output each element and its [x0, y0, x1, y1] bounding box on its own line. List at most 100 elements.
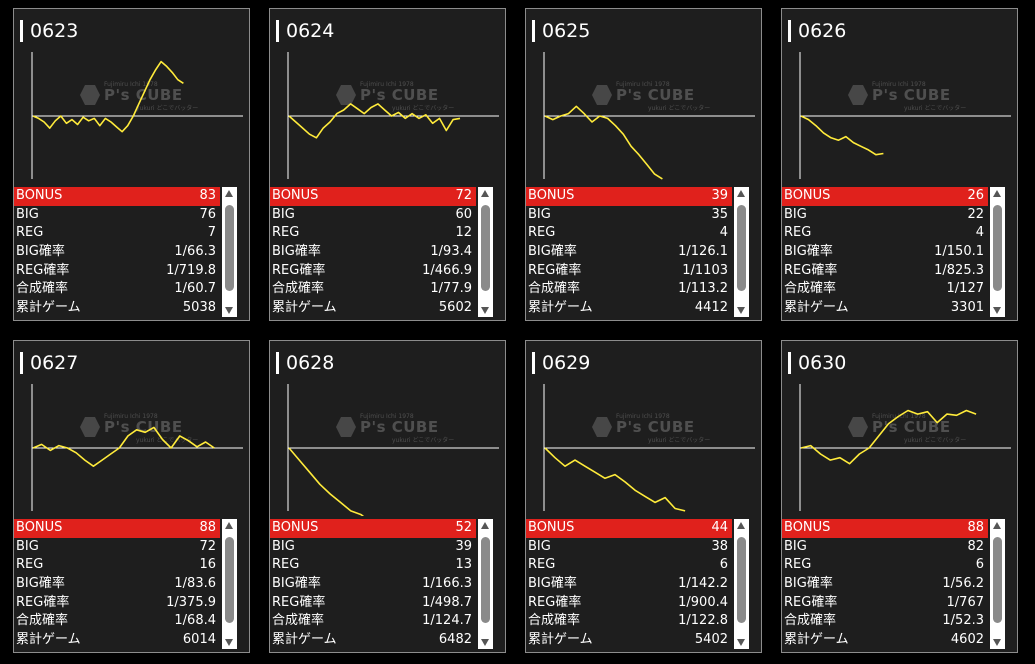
big-value: 60: [455, 206, 472, 222]
games-label: 累計ゲーム: [272, 632, 337, 648]
reg-value: 4: [719, 225, 728, 241]
stat-row-big: BIG 35: [526, 206, 732, 225]
slump-line: [800, 409, 977, 465]
total-rate-label: 合成確率: [784, 613, 837, 629]
stat-row-big: BIG 60: [270, 206, 476, 225]
scroll-up-arrow-icon[interactable]: [481, 190, 489, 197]
scroll-up-arrow-icon[interactable]: [737, 522, 745, 529]
bonus-count: 83: [199, 188, 216, 203]
scroll-down-arrow-icon[interactable]: [737, 307, 745, 314]
stat-row-big-rate: BIG確率 1/93.4: [270, 243, 476, 262]
big-rate-label: BIG確率: [528, 244, 577, 260]
reg-value: 7: [207, 225, 216, 241]
scroll-thumb[interactable]: [225, 205, 234, 291]
stats-list[interactable]: BONUS 88 BIG 72 REG 16 BIG確率 1/83.6 REG確率 1/375.9…: [14, 519, 220, 650]
machine-card: 0627 Fujimiru Ichi 1978 P's CUBE yukuri どこで…: [13, 340, 250, 653]
stats-scrollbar[interactable]: [990, 187, 1005, 317]
stats-scrollbar[interactable]: [478, 187, 493, 317]
logo-subtext: yukuri どこでバッター: [392, 437, 455, 444]
bonus-row: BONUS 72: [270, 187, 476, 206]
reg-rate-value: 1/719.8: [166, 262, 216, 278]
total-rate-label: 合成確率: [784, 281, 837, 297]
stat-row-reg-rate: REG確率 1/375.9: [14, 594, 220, 613]
reg-label: REG: [528, 557, 556, 573]
scroll-up-arrow-icon[interactable]: [225, 522, 233, 529]
slump-graph: [799, 384, 1011, 511]
total-rate-label: 合成確率: [16, 613, 69, 629]
bonus-count: 88: [967, 520, 984, 535]
stats-scrollbar[interactable]: [478, 519, 493, 649]
scroll-up-arrow-icon[interactable]: [225, 190, 233, 197]
slump-graph: [31, 52, 243, 179]
logo-subtext: yukuri どこでバッター: [392, 105, 455, 112]
stat-row-games: 累計ゲーム 5402: [526, 631, 732, 650]
scroll-down-arrow-icon[interactable]: [225, 307, 233, 314]
stat-row-reg-rate: REG確率 1/767: [782, 594, 988, 613]
scroll-thumb[interactable]: [737, 205, 746, 291]
logo-tagline: Fujimiru Ichi 1978: [360, 413, 414, 420]
scroll-thumb[interactable]: [737, 537, 746, 623]
scroll-up-arrow-icon[interactable]: [993, 190, 1001, 197]
scroll-down-arrow-icon[interactable]: [993, 307, 1001, 314]
big-rate-value: 1/93.4: [430, 244, 472, 260]
stat-row-big-rate: BIG確率 1/66.3: [14, 243, 220, 262]
games-label: 累計ゲーム: [528, 300, 593, 316]
machine-card: 0624 Fujimiru Ichi 1978 P's CUBE yukuri どこで…: [269, 8, 506, 321]
machine-number: 0630: [798, 352, 847, 374]
stat-row-total-rate: 合成確率 1/77.9: [270, 280, 476, 299]
reg-rate-label: REG確率: [528, 594, 582, 610]
stat-row-reg: REG 6: [782, 556, 988, 575]
scroll-thumb[interactable]: [481, 537, 490, 623]
slump-line: [288, 447, 365, 516]
stats-scrollbar[interactable]: [222, 187, 237, 317]
big-rate-label: BIG確率: [16, 576, 65, 592]
stats-list[interactable]: BONUS 39 BIG 35 REG 4 BIG確率 1/126.1 REG確率 1/1103 合…: [526, 187, 732, 318]
games-value: 5038: [182, 300, 216, 316]
stats-scrollbar[interactable]: [734, 187, 749, 317]
scroll-thumb[interactable]: [481, 205, 490, 291]
big-rate-value: 1/150.1: [934, 244, 984, 260]
stats-scrollbar[interactable]: [990, 519, 1005, 649]
bonus-count: 26: [967, 188, 984, 203]
scroll-up-arrow-icon[interactable]: [481, 522, 489, 529]
logo-tagline: Fujimiru Ichi 1978: [360, 81, 414, 88]
bonus-row: BONUS 88: [782, 519, 988, 538]
logo-subtext: yukuri どこでバッター: [648, 437, 711, 444]
scroll-down-arrow-icon[interactable]: [737, 639, 745, 646]
scroll-up-arrow-icon[interactable]: [993, 522, 1001, 529]
title-marker: [276, 20, 279, 42]
scroll-down-arrow-icon[interactable]: [225, 639, 233, 646]
reg-label: REG: [272, 557, 300, 573]
stats-list[interactable]: BONUS 26 BIG 22 REG 4 BIG確率 1/150.1 REG確率 1/825.3…: [782, 187, 988, 318]
scroll-down-arrow-icon[interactable]: [993, 639, 1001, 646]
stats-list[interactable]: BONUS 52 BIG 39 REG 13 BIG確率 1/166.3 REG確率 1/498.…: [270, 519, 476, 650]
machine-number: 0624: [286, 20, 335, 42]
big-rate-label: BIG確率: [272, 244, 321, 260]
scroll-thumb[interactable]: [993, 537, 1002, 623]
bonus-label: BONUS: [528, 520, 575, 535]
scroll-down-arrow-icon[interactable]: [481, 639, 489, 646]
reg-rate-label: REG確率: [528, 262, 582, 278]
stats-list[interactable]: BONUS 72 BIG 60 REG 12 BIG確率 1/93.4 REG確率 1/466.9…: [270, 187, 476, 318]
stat-row-big-rate: BIG確率 1/83.6: [14, 575, 220, 594]
scroll-down-arrow-icon[interactable]: [481, 307, 489, 314]
stat-row-big-rate: BIG確率 1/150.1: [782, 243, 988, 262]
stat-row-reg: REG 16: [14, 556, 220, 575]
stats-scrollbar[interactable]: [222, 519, 237, 649]
title-marker: [532, 352, 535, 374]
stat-row-total-rate: 合成確率 1/127: [782, 280, 988, 299]
scroll-up-arrow-icon[interactable]: [737, 190, 745, 197]
stats-list[interactable]: BONUS 88 BIG 82 REG 6 BIG確率 1/56.2 REG確率 1/767 合成確…: [782, 519, 988, 650]
total-rate-value: 1/60.7: [174, 281, 216, 297]
stats-list[interactable]: BONUS 83 BIG 76 REG 7 BIG確率 1/66.3 REG確率 1/719.8 合…: [14, 187, 220, 318]
pscube-hex-icon: [592, 85, 612, 105]
machine-number: 0625: [542, 20, 591, 42]
total-rate-value: 1/127: [946, 281, 984, 297]
scroll-thumb[interactable]: [993, 205, 1002, 291]
bonus-count: 52: [455, 520, 472, 535]
stats-scrollbar[interactable]: [734, 519, 749, 649]
stats-list[interactable]: BONUS 44 BIG 38 REG 6 BIG確率 1/142.2 REG確率 1/900.4…: [526, 519, 732, 650]
scroll-thumb[interactable]: [225, 537, 234, 623]
slump-graph: [287, 52, 499, 179]
